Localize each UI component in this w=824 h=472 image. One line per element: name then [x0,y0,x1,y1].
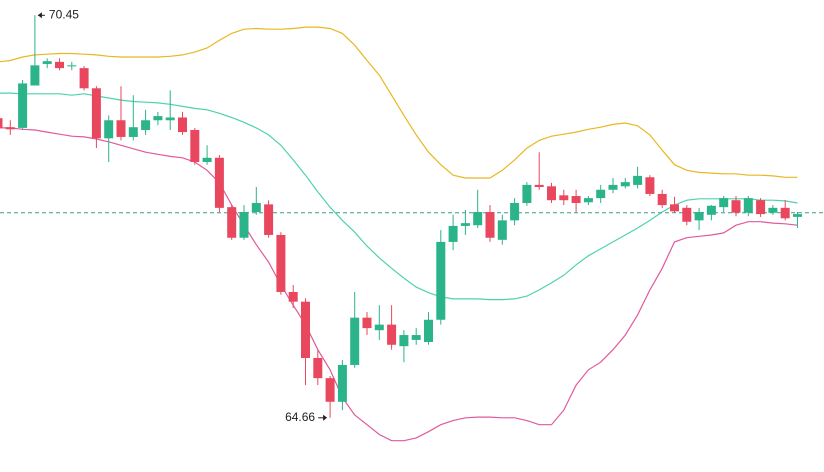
candle-body [719,198,729,208]
candle-body [424,319,433,343]
candle-body [178,117,187,133]
annotation-arrowhead [37,12,42,19]
candle-body [350,317,360,365]
annotation-arrowhead [323,414,328,421]
candle-body [251,202,261,213]
candle-body [694,212,704,221]
candle-body [325,378,335,402]
candle-body [608,184,618,190]
candle-body [756,200,766,215]
candle-body [460,223,470,226]
candle-body [104,120,114,139]
candle-body [780,207,790,219]
candle-body [190,129,200,162]
candle-body [128,127,138,137]
candle-body [436,241,446,320]
candle-body [337,364,347,402]
candle-body [141,120,151,130]
candle-body [473,212,483,226]
candle-body [42,61,52,64]
candle-body [743,198,753,213]
candle-body [399,335,409,347]
candle-body [571,196,581,203]
bollinger-band [0,92,798,301]
candle-body [596,189,606,199]
candle-body [79,68,89,89]
candle-body [153,116,163,121]
candle-body [239,212,249,238]
candle-body [313,357,323,379]
bollinger-band [0,127,798,442]
candle-body [534,184,544,187]
candle-body [620,182,630,187]
candle-body [793,214,802,217]
candle-body [645,177,655,194]
candle-body [91,88,101,139]
candle-body [55,61,64,69]
low-label: 64.66 [285,410,315,424]
candle-body [264,204,274,235]
candle-body [485,212,495,238]
candle-body [18,83,28,128]
candle-body [583,198,593,203]
candle-body [559,195,569,201]
candle-body [5,127,15,130]
bollinger-band [0,26,798,179]
high-label: 70.45 [49,7,79,21]
candle-body [116,120,126,137]
candle-body [731,200,741,213]
candle-body [657,193,667,206]
candle-body [510,202,520,221]
candle-body [670,204,679,212]
candle-body [362,317,372,329]
candle-body [387,324,397,345]
candle-body [411,335,421,340]
candle-body [227,207,237,238]
candle-body [448,225,458,242]
candle-body [547,186,556,201]
candle-body [288,291,298,302]
candle-body [67,65,77,67]
candle-body [165,117,175,121]
candle-body [30,65,40,86]
candle-body [0,118,3,128]
candle-body [374,324,384,331]
candle-body [522,184,532,203]
candle-body [276,234,286,292]
candle-body [633,175,643,185]
candle-body [768,207,778,213]
candle-body [214,157,224,208]
candle-body [202,157,212,162]
candle-body [301,301,310,358]
candle-body [497,220,507,240]
candle-body [682,207,692,222]
candle-body [706,205,716,215]
